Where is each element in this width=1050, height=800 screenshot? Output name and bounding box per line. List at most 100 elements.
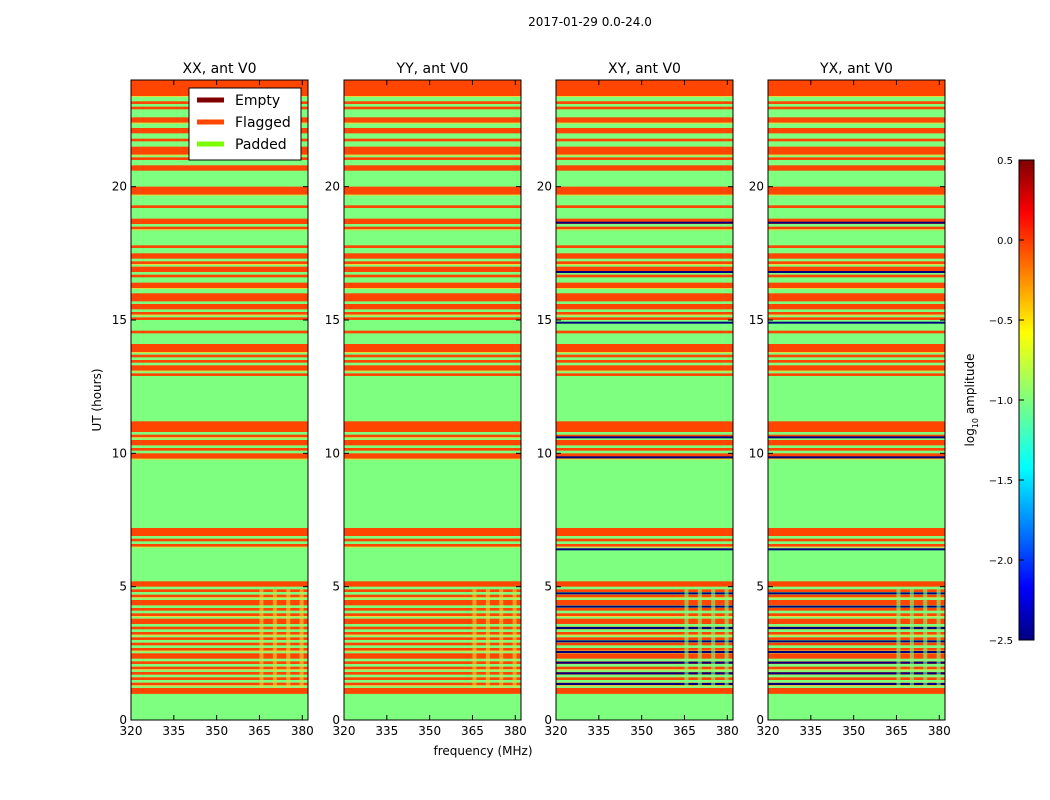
y-tick-label: 20: [112, 180, 127, 194]
dark-row: [768, 456, 945, 459]
channel-column: [909, 589, 914, 688]
dark-row: [768, 651, 945, 653]
amplitude-row: [131, 264, 308, 265]
amplitude-row: [131, 634, 308, 636]
flagged-row: [556, 205, 733, 208]
flagged-row: [768, 589, 945, 592]
flagged-row: [344, 354, 521, 358]
flagged-row: [344, 648, 521, 651]
amplitude-row: [768, 634, 945, 636]
flagged-row: [768, 101, 945, 104]
flagged-row: [768, 373, 945, 376]
dark-row: [768, 271, 945, 273]
flagged-row: [556, 440, 733, 446]
flagged-row: [344, 453, 521, 459]
y-tick-label: 5: [332, 580, 340, 594]
flagged-row: [344, 677, 521, 680]
flagged-row: [768, 440, 945, 446]
amplitude-row: [131, 437, 308, 439]
amplitude-row: [344, 546, 521, 548]
flagged-row: [556, 330, 733, 334]
flagged-row: [131, 648, 308, 651]
flagged-row: [131, 677, 308, 680]
dark-row: [556, 271, 733, 273]
flagged-row: [556, 648, 733, 651]
flagged-row: [131, 344, 308, 352]
flagged-row: [556, 312, 733, 315]
colorbar-tick-label: −2.0: [989, 556, 1013, 567]
y-tick-label: 20: [537, 180, 552, 194]
x-tick-label: 380: [291, 724, 314, 738]
flagged-row: [131, 365, 308, 371]
amplitude-row: [768, 122, 945, 124]
flagged-row: [131, 538, 308, 542]
flagged-row: [131, 448, 308, 451]
y-tick-label: 5: [119, 580, 127, 594]
flagged-row: [556, 344, 733, 352]
flagged-row: [768, 688, 945, 694]
flagged-row: [556, 245, 733, 248]
dark-row: [768, 321, 945, 324]
y-tick-label: 15: [537, 313, 552, 327]
amplitude-row: [768, 352, 945, 353]
panel-1: YY, ant V0 320 335 350 365 380 0 5 10 15 20: [325, 61, 527, 738]
x-tick-label: 365: [248, 724, 271, 738]
x-tick-label: 335: [587, 724, 610, 738]
flagged-row: [556, 101, 733, 104]
flagged-row: [768, 226, 945, 230]
flagged-row: [344, 218, 521, 224]
amplitude-row: [556, 154, 733, 156]
x-tick-label: 320: [120, 724, 143, 738]
flagged-row: [131, 453, 308, 459]
flagged-row: [556, 80, 733, 96]
flagged-row: [131, 653, 308, 659]
amplitude-row: [131, 616, 308, 617]
flagged-row: [768, 613, 945, 616]
colorbar: 0.5 0.0 −0.5 −1.0 −1.5 −2.0 −2.5 log10 amplitu…: [963, 156, 1035, 647]
y-axis-label: UT (hours): [90, 368, 104, 431]
flagged-row: [344, 101, 521, 104]
flagged-row: [131, 661, 308, 664]
flagged-row: [131, 205, 308, 208]
dark-row: [556, 651, 733, 653]
flagged-row: [556, 128, 733, 134]
panel-frame: [555, 79, 734, 721]
amplitude-row: [344, 96, 521, 97]
channel-column: [936, 589, 941, 688]
flagged-row: [556, 653, 733, 659]
flagged-row: [344, 274, 521, 278]
flagged-row: [131, 218, 308, 224]
colorbar-tick-label: −0.5: [989, 316, 1013, 327]
flagged-row: [768, 365, 945, 371]
flagged-row: [768, 608, 945, 611]
dark-row: [768, 672, 945, 675]
flagged-row: [344, 589, 521, 592]
flagged-row: [768, 282, 945, 288]
dark-row: [768, 683, 945, 685]
flagged-row: [556, 448, 733, 451]
flagged-row: [556, 373, 733, 376]
flagged-row: [768, 637, 945, 640]
y-tick-label: 5: [544, 580, 552, 594]
flagged-row: [344, 293, 521, 302]
flagged-row: [131, 618, 308, 624]
dark-row: [556, 683, 733, 685]
x-tick-label: 335: [799, 724, 822, 738]
flagged-row: [344, 661, 521, 664]
flagged-row: [131, 304, 308, 310]
flagged-row: [131, 613, 308, 616]
flagged-row: [768, 157, 945, 160]
flagged-row: [344, 642, 521, 646]
flagged-row: [344, 440, 521, 446]
flagged-row: [556, 354, 733, 358]
flagged-row: [556, 594, 733, 598]
flagged-row: [556, 608, 733, 611]
amplitude-row: [768, 264, 945, 265]
flagged-row: [131, 253, 308, 259]
flagged-row: [556, 304, 733, 310]
amplitude-row: [768, 288, 945, 289]
x-tick-label: 380: [928, 724, 951, 738]
flagged-row: [344, 544, 521, 547]
colorbar-ticks: 0.5 0.0 −0.5 −1.0 −1.5 −2.0 −2.5: [989, 156, 1024, 647]
flagged-row: [344, 373, 521, 376]
